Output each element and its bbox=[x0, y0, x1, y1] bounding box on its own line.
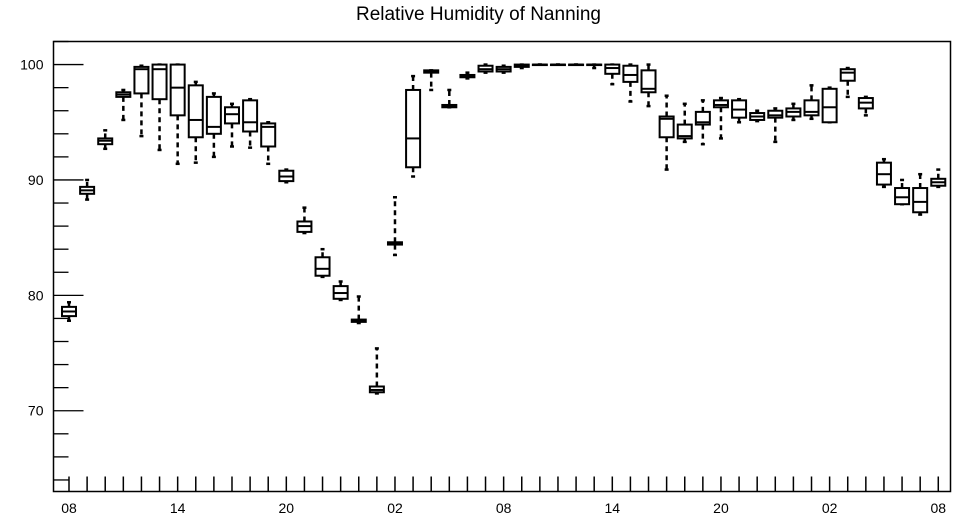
plot-frame bbox=[52, 40, 952, 493]
y-axis: 70 80 90 100 bbox=[20, 40, 84, 481]
y-tick-label: 100 bbox=[20, 57, 44, 73]
box-body bbox=[133, 65, 150, 95]
box-body bbox=[821, 87, 838, 124]
box bbox=[477, 63, 494, 74]
box-body bbox=[604, 63, 621, 75]
box bbox=[495, 64, 512, 74]
box bbox=[314, 247, 331, 279]
box bbox=[205, 92, 222, 159]
box bbox=[604, 63, 621, 86]
x-tick-label: 14 bbox=[605, 500, 621, 516]
box bbox=[151, 63, 168, 152]
x-tick-label: 02 bbox=[822, 500, 838, 516]
box bbox=[531, 63, 548, 67]
box bbox=[568, 63, 585, 67]
box-body bbox=[405, 88, 422, 169]
box-series bbox=[61, 63, 947, 395]
box bbox=[368, 347, 385, 395]
x-tick-label: 14 bbox=[170, 500, 186, 516]
chart-title: Relative Humidity of Nanning bbox=[355, 4, 601, 25]
box bbox=[441, 88, 458, 109]
box bbox=[731, 97, 748, 124]
y-tick-label: 80 bbox=[28, 287, 44, 303]
box bbox=[79, 178, 96, 201]
box bbox=[513, 63, 530, 70]
box bbox=[405, 74, 422, 178]
box bbox=[187, 80, 204, 164]
box bbox=[332, 280, 349, 302]
box bbox=[459, 71, 476, 80]
box bbox=[857, 95, 874, 117]
box bbox=[350, 295, 367, 325]
x-axis: 08 14 20 02 08 14 20 02 08 bbox=[61, 476, 946, 516]
box bbox=[242, 97, 259, 149]
box-body bbox=[767, 109, 784, 119]
box-body bbox=[676, 123, 693, 140]
box bbox=[278, 168, 295, 184]
box-body bbox=[260, 122, 277, 148]
box bbox=[930, 168, 947, 189]
box bbox=[586, 63, 603, 70]
box bbox=[894, 178, 911, 206]
box-body bbox=[712, 99, 729, 109]
box-body bbox=[314, 256, 331, 277]
box-body bbox=[658, 115, 675, 139]
box-body bbox=[839, 68, 856, 82]
box bbox=[821, 86, 838, 124]
box bbox=[260, 121, 277, 166]
x-tick-label: 08 bbox=[61, 500, 77, 516]
box-body bbox=[912, 187, 929, 214]
box-body bbox=[151, 63, 168, 101]
box bbox=[749, 109, 766, 123]
box bbox=[875, 157, 892, 189]
y-tick-label: 70 bbox=[28, 403, 44, 419]
x-tick-label: 08 bbox=[930, 500, 946, 516]
box bbox=[61, 301, 77, 322]
box bbox=[169, 63, 186, 166]
box bbox=[97, 129, 114, 151]
box bbox=[694, 99, 711, 146]
x-tick-label: 08 bbox=[496, 500, 512, 516]
y-tick-label: 90 bbox=[28, 172, 44, 188]
box bbox=[423, 69, 440, 92]
box bbox=[622, 63, 639, 103]
box bbox=[133, 64, 150, 138]
box bbox=[386, 196, 403, 257]
box bbox=[296, 206, 313, 235]
box-body bbox=[803, 99, 820, 117]
x-tick-label: 20 bbox=[279, 500, 295, 516]
x-tick-label: 02 bbox=[387, 500, 403, 516]
box bbox=[115, 88, 132, 122]
box bbox=[803, 84, 820, 121]
box bbox=[640, 63, 657, 108]
box-body bbox=[242, 99, 259, 133]
x-tick-label: 20 bbox=[713, 500, 729, 516]
box bbox=[912, 172, 929, 216]
box bbox=[839, 66, 856, 99]
box-body bbox=[223, 106, 240, 125]
box bbox=[223, 102, 240, 148]
box-body bbox=[169, 63, 186, 117]
box bbox=[549, 63, 566, 67]
box-body bbox=[894, 187, 911, 206]
box bbox=[658, 94, 675, 171]
box-body bbox=[622, 64, 639, 83]
box bbox=[676, 102, 693, 144]
box-body bbox=[205, 95, 222, 135]
box bbox=[785, 102, 802, 122]
box-body bbox=[640, 69, 657, 94]
box bbox=[767, 107, 784, 144]
box bbox=[712, 96, 729, 140]
box-body bbox=[187, 84, 204, 139]
